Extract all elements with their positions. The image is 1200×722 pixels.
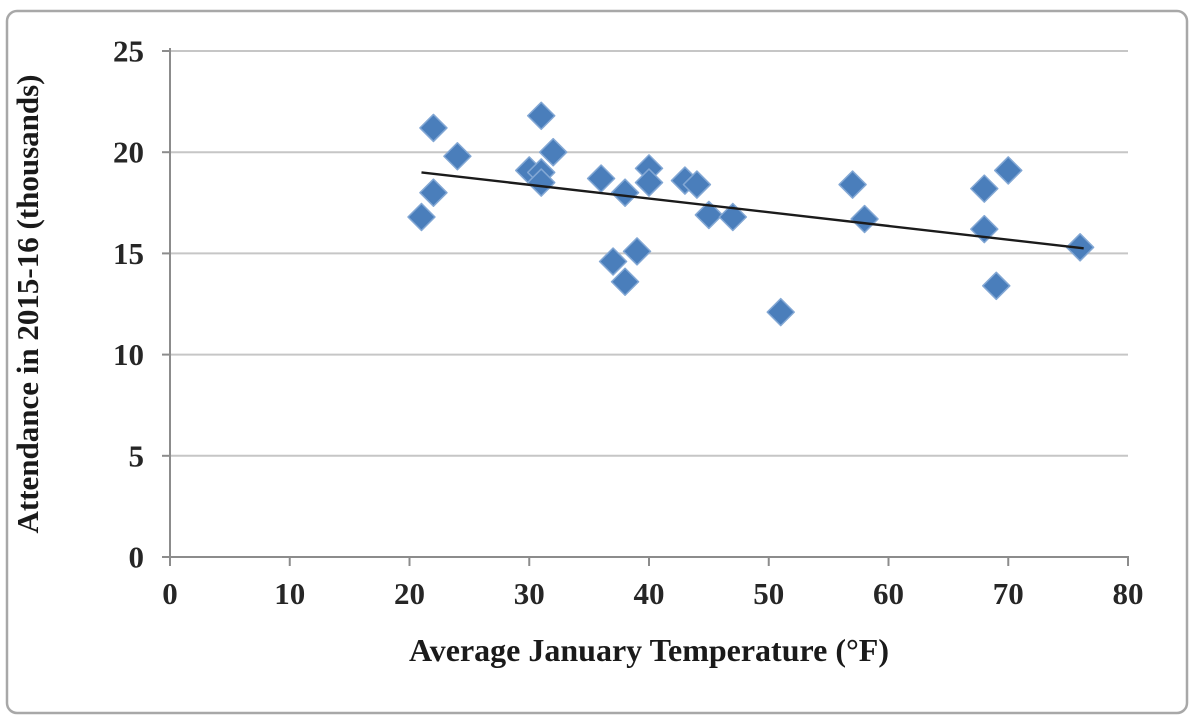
axis-lines <box>162 48 1129 558</box>
data-point <box>443 141 472 171</box>
y-tick-label-0: 0 <box>129 540 145 575</box>
data-point <box>994 156 1023 185</box>
y-axis-title: Attendance in 2015-16 (thousands) <box>10 74 45 533</box>
data-point <box>419 113 448 143</box>
x-tick-label-50: 50 <box>753 576 784 611</box>
data-point <box>634 168 664 197</box>
x-tick-label-40: 40 <box>634 576 665 611</box>
data-point <box>526 168 556 197</box>
x-axis-title: Average January Temperature (°F) <box>409 632 889 668</box>
data-point <box>526 101 556 131</box>
data-point <box>610 267 640 296</box>
chart-frame-border <box>5 9 1189 715</box>
data-point <box>766 297 795 327</box>
trend-line-group <box>421 171 1084 250</box>
data-point <box>598 247 628 276</box>
y-tick-label-10: 10 <box>113 337 144 372</box>
x-tick-label-0: 0 <box>162 576 178 611</box>
data-point <box>970 174 999 203</box>
x-tick-label-10: 10 <box>274 576 305 611</box>
data-point <box>694 200 724 230</box>
x-tick-label-20: 20 <box>394 576 425 611</box>
y-tick-label-5: 5 <box>129 438 145 473</box>
x-tick-label-60: 60 <box>873 576 904 611</box>
data-point <box>982 271 1011 301</box>
data-point <box>622 237 652 266</box>
trend-line <box>421 171 1084 250</box>
data-point <box>850 204 879 234</box>
data-point <box>718 202 748 232</box>
data-point <box>407 202 436 232</box>
data-point <box>419 178 448 207</box>
y-tick-labels: 0 5 10 15 20 25 <box>113 34 144 575</box>
x-tick-labels: 0 10 20 30 40 50 60 70 80 <box>162 576 1143 611</box>
y-tick-label-20: 20 <box>113 135 144 170</box>
x-tick-label-80: 80 <box>1113 576 1144 611</box>
data-point <box>682 170 712 199</box>
data-point <box>538 137 568 167</box>
data-points <box>407 101 1095 327</box>
data-point <box>610 178 640 207</box>
data-point <box>838 170 867 199</box>
x-tick-label-70: 70 <box>993 576 1024 611</box>
y-tick-label-25: 25 <box>113 34 144 69</box>
x-tick-label-30: 30 <box>514 576 545 611</box>
y-tick-label-15: 15 <box>113 236 144 271</box>
tick-marks <box>162 50 1129 566</box>
